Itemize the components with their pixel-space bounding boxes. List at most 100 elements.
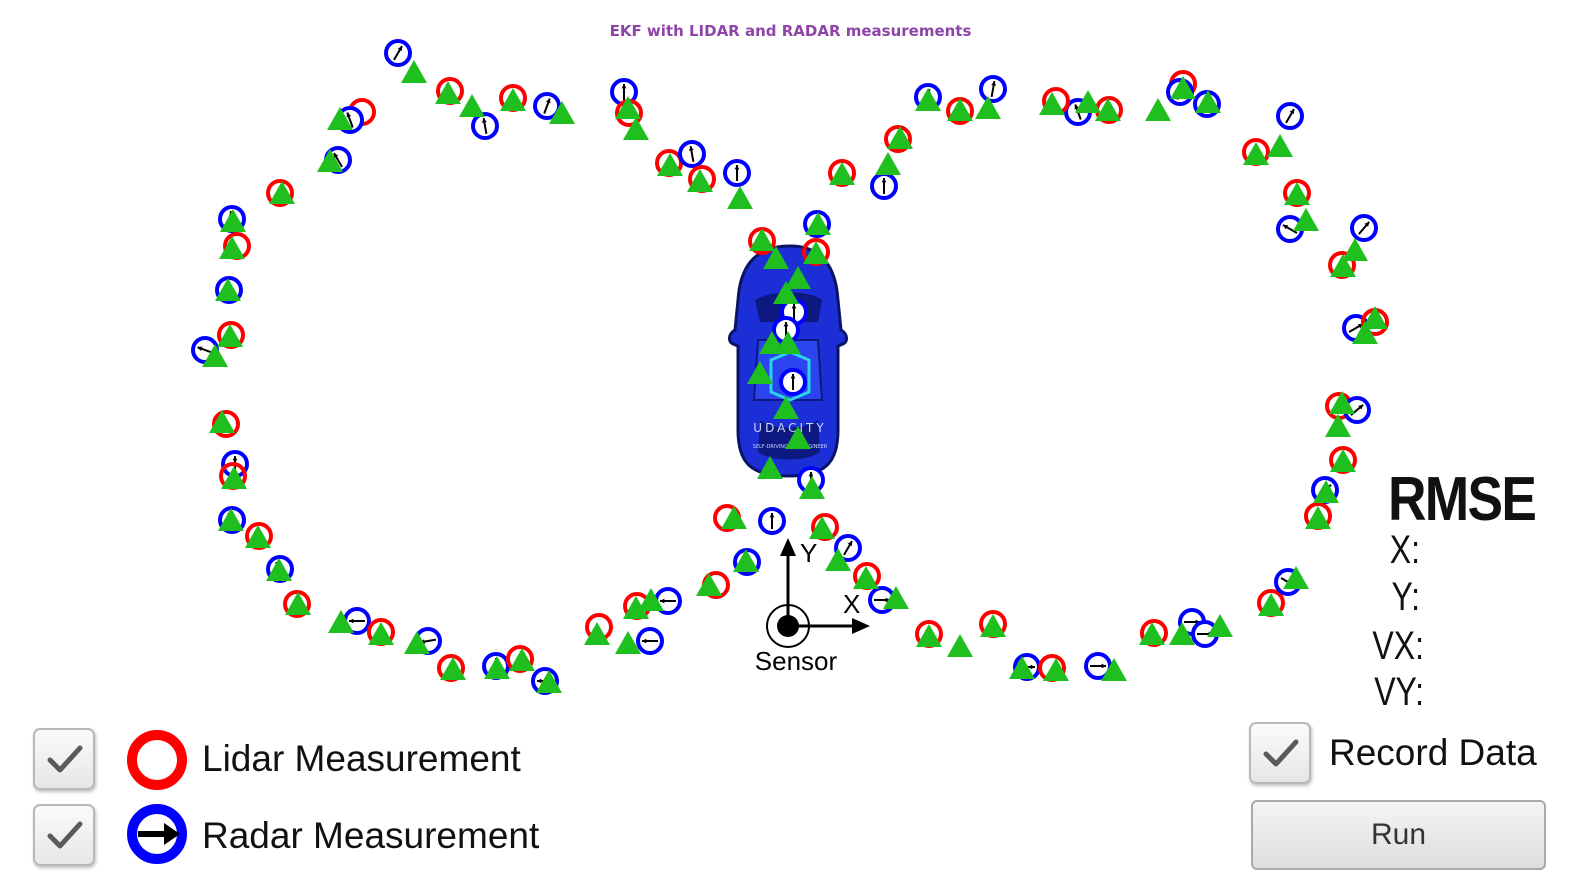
radar-checkbox[interactable]: [33, 804, 95, 866]
record-data-label: Record Data: [1329, 732, 1537, 773]
estimate-marker: [759, 331, 785, 354]
estimate-marker: [484, 656, 510, 679]
estimate-marker: [1352, 321, 1378, 344]
estimate-marker: [220, 209, 246, 232]
estimate-marker: [975, 96, 1001, 119]
radar-measurement: [979, 75, 1007, 103]
estimate-marker: [1139, 622, 1165, 645]
estimate-marker: [1284, 182, 1310, 205]
estimate-marker: [245, 525, 271, 548]
estimate-marker: [733, 549, 759, 572]
estimate-marker: [785, 426, 811, 449]
estimate-marker: [536, 670, 562, 693]
radar-measurement: [636, 627, 664, 655]
estimate-marker: [805, 212, 831, 235]
estimate-marker: [509, 648, 535, 671]
axis-y-label: Y: [800, 538, 817, 568]
rmse-x-label: X:: [1389, 528, 1420, 572]
red-ring-icon: [127, 730, 187, 790]
checkmark-icon: [1263, 739, 1299, 767]
estimate-marker: [773, 396, 799, 419]
estimate-marker: [1169, 622, 1195, 645]
rmse-y-label: Y:: [1391, 575, 1420, 619]
estimate-marker: [1075, 90, 1101, 113]
estimate-marker: [202, 344, 228, 367]
estimate-marker: [727, 186, 753, 209]
estimate-marker: [687, 169, 713, 192]
estimate-marker: [757, 456, 783, 479]
estimate-marker: [721, 506, 747, 529]
lidar-measurement: [283, 590, 311, 618]
estimate-marker: [887, 126, 913, 149]
estimate-marker: [916, 624, 942, 647]
estimate-marker: [696, 573, 722, 596]
estimate-marker: [1267, 134, 1293, 157]
estimate-marker: [285, 592, 311, 615]
estimate-marker: [763, 246, 789, 269]
estimate-marker: [209, 410, 235, 433]
radar-measurement: [384, 39, 412, 67]
radar-measurement: [471, 112, 499, 140]
page-title: EKF with LIDAR and RADAR measurements: [609, 22, 972, 40]
estimate-marker: [215, 278, 241, 301]
lidar-measurement: [212, 410, 240, 438]
estimate-marker: [803, 241, 829, 264]
estimate-marker: [1342, 238, 1368, 261]
rmse-vx-label: VX:: [1372, 624, 1424, 668]
estimate-marker: [1329, 391, 1355, 414]
blue-ring-arrow-icon: [127, 804, 187, 864]
estimate-marker: [401, 60, 427, 83]
radar-measurement: [723, 159, 751, 187]
estimate-marker: [1330, 254, 1356, 277]
estimate-marker: [747, 361, 773, 384]
estimate-marker: [825, 548, 851, 571]
estimate-marker: [327, 107, 353, 130]
estimate-marker: [1195, 90, 1221, 113]
radar-measurement: [533, 92, 561, 120]
estimate-marker: [623, 117, 649, 140]
lidar-legend-label: Lidar Measurement: [202, 738, 521, 779]
estimate-marker: [1258, 593, 1284, 616]
radar-measurement: [870, 172, 898, 200]
radar-measurement: [758, 507, 786, 535]
estimate-marker: [1170, 76, 1196, 99]
estimate-marker: [368, 622, 394, 645]
record-data-checkbox[interactable]: [1249, 722, 1311, 784]
measurement-layer: [191, 39, 1389, 695]
run-button[interactable]: Run: [1251, 800, 1546, 870]
radar-measurement: [779, 368, 807, 396]
estimate-marker: [947, 98, 973, 121]
lidar-measurement: [266, 179, 294, 207]
estimate-marker: [623, 596, 649, 619]
car-brand: UDACITY: [753, 421, 826, 435]
estimate-marker: [404, 631, 430, 654]
sensor-label: Sensor: [755, 646, 838, 676]
estimate-marker: [1039, 92, 1065, 115]
estimate-marker: [1009, 656, 1035, 679]
estimate-marker: [1145, 98, 1171, 121]
estimate-marker: [218, 508, 244, 531]
estimate-marker: [266, 558, 292, 581]
estimate-marker: [1095, 98, 1121, 121]
radar-measurement: [1276, 102, 1304, 130]
estimate-marker: [219, 236, 245, 259]
car-icon: UDACITY SELF-DRIVING CAR ENGINEER: [728, 244, 848, 478]
estimate-marker: [435, 81, 461, 104]
estimate-marker: [615, 96, 641, 119]
rmse-title: RMSE: [1388, 465, 1537, 534]
estimate-marker: [785, 266, 811, 289]
estimate-marker: [799, 476, 825, 499]
checkmark-icon: [47, 745, 83, 773]
estimate-marker: [1313, 480, 1339, 503]
estimate-marker: [1362, 306, 1388, 329]
rmse-vy-label: VY:: [1374, 670, 1424, 714]
estimate-marker: [1043, 658, 1069, 681]
radar-measurement: [1343, 396, 1371, 424]
estimate-marker: [328, 610, 354, 633]
sensor-icon: Y X Sensor: [755, 538, 870, 676]
axis-x-label: X: [843, 589, 860, 619]
lidar-measurement: [884, 125, 912, 153]
estimate-marker: [749, 228, 775, 251]
lidar-checkbox[interactable]: [33, 728, 95, 790]
